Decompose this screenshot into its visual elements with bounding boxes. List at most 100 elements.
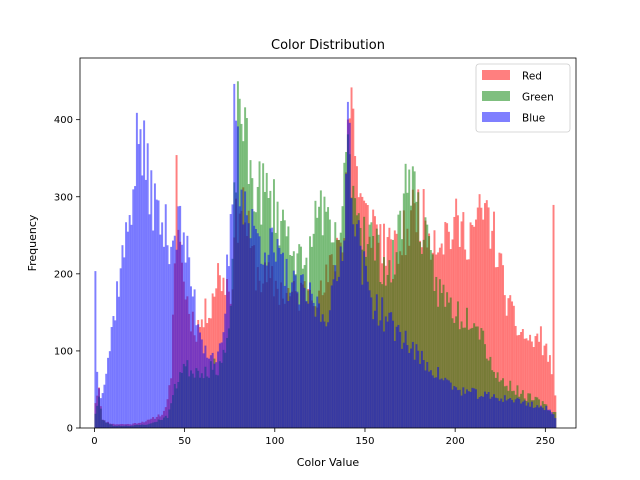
bar-blue [431,375,434,428]
bar-blue [289,292,292,428]
bar-blue [272,252,275,428]
bar-blue [267,254,270,428]
bar-blue [162,246,165,428]
bar-blue [419,363,422,428]
bar-blue [516,397,519,428]
bar-green [475,326,477,428]
bar-blue [484,391,486,428]
bar-blue [388,312,391,428]
bar-blue [337,276,340,428]
bar-green [402,193,405,428]
bar-blue [117,296,120,428]
bar-red [532,347,535,428]
bar-red [518,334,521,428]
bar-red [491,230,494,428]
bar-blue [98,388,100,428]
x-axis-ticks: 0 50 100 150 200 250 [91,428,555,447]
bar-blue [208,358,211,428]
bar-green [406,192,409,428]
bar-blue [209,355,212,428]
legend-swatch-blue [482,112,510,122]
bar-blue [184,262,187,428]
bar-blue [206,357,209,428]
bar-blue [179,205,182,428]
bar-blue [215,362,218,428]
bar-blue [265,265,268,428]
bar-green [449,297,452,428]
bar-blue [505,400,508,428]
bar-blue [548,409,551,428]
bar-red [503,295,506,428]
bar-blue [471,387,474,428]
bar-blue [132,189,135,428]
bar-blue [263,252,266,428]
bar-red [494,267,497,428]
bar-blue [152,230,155,428]
bar-blue [170,246,173,428]
bar-blue [316,296,319,428]
bar-blue [437,367,440,428]
bar-blue [300,275,302,428]
bar-green [314,200,317,428]
bar-red [217,263,220,428]
bar-blue [305,300,308,428]
bar-blue [181,244,183,428]
bar-green [327,207,330,428]
bar-blue [135,112,138,428]
bar-blue [294,275,297,428]
bar-green [471,327,474,428]
legend-label-blue: Blue [522,113,545,125]
bar-blue [372,319,375,428]
bar-blue [260,263,263,428]
bar-blue [399,331,402,428]
bar-blue [200,339,203,428]
bar-blue [186,235,189,428]
bar-blue [314,316,317,428]
bar-red [475,219,477,428]
bar-blue [323,321,326,428]
bar-blue [233,83,236,428]
bar-blue [291,282,293,428]
bar-blue [509,397,512,428]
bar-blue [538,407,541,428]
plot-frame [79,57,577,429]
bar-green [399,210,402,428]
bar-blue [319,321,322,428]
bar-green [453,322,456,428]
bar-blue [447,380,450,428]
bar-green [410,205,413,428]
bar-blue [134,186,137,428]
bar-blue [532,407,535,428]
legend-swatch-red [482,70,510,80]
bar-red [543,345,546,428]
bar-green [426,224,429,428]
bar-blue [397,324,400,428]
bar-blue [150,170,153,428]
bar-blue [159,234,162,428]
bar-red [529,334,532,428]
bar-blue [487,392,490,428]
y-tick-label: 200 [54,269,73,280]
bar-green [460,321,463,428]
bar-green [420,253,423,428]
bar-blue [240,189,243,428]
y-tick-label: 100 [54,346,73,357]
bar-blue [383,331,385,428]
bar-green [442,284,445,428]
bar-blue [366,281,369,428]
bar-green [319,190,322,428]
bar-blue [429,370,432,428]
bar-red [215,288,218,428]
bar-blue [271,227,274,428]
bar-blue [545,405,548,428]
x-tick-label: 200 [446,436,465,447]
bar-blue [121,245,124,428]
bar-red [525,338,528,428]
bar-blue [249,238,252,428]
bar-blue [173,235,176,428]
bar-blue [460,395,463,428]
bar-blue [182,232,185,428]
bar-red [541,355,544,428]
bar-blue [476,398,479,428]
bar-blue [105,373,108,428]
